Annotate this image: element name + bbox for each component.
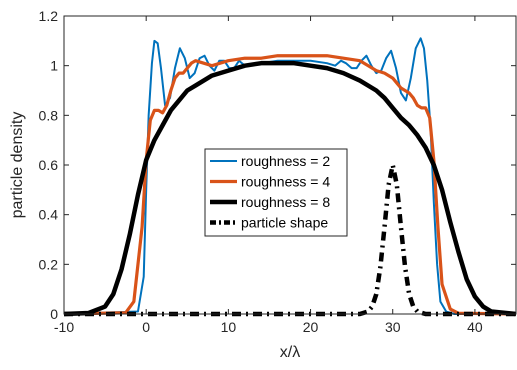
y-axis-label: particle density: [9, 112, 26, 219]
y-tick-label: 0: [50, 306, 58, 322]
legend-label-2: roughness = 4: [241, 174, 330, 190]
y-tick-label: 0.8: [39, 107, 59, 123]
x-tick-label: 40: [467, 319, 483, 335]
legend-label-4: particle shape: [241, 215, 328, 231]
x-axis-label: x/λ: [280, 344, 300, 361]
legend-label-1: roughness = 2: [241, 153, 330, 169]
series-line-4: [64, 162, 516, 317]
y-tick-label: 1.2: [39, 8, 59, 24]
legend: roughness = 2 roughness = 4 roughness = 8 p…: [204, 148, 348, 237]
y-tick-label: 0.6: [39, 157, 59, 173]
x-tick-label: -10: [54, 319, 74, 335]
y-tick-label: 0.4: [39, 207, 59, 223]
legend-label-3: roughness = 8: [241, 194, 330, 210]
series-layer: [63, 37, 517, 317]
x-tick-label: 10: [221, 319, 237, 335]
series-line-2: [63, 54, 517, 316]
y-tick-label: 1: [50, 58, 58, 74]
x-tick-label: 30: [385, 319, 401, 335]
y-tick-label: 0.2: [39, 256, 59, 272]
series-line-3: [63, 60, 517, 317]
x-tick-label: 20: [303, 319, 319, 335]
x-tick-label: 0: [142, 319, 150, 335]
